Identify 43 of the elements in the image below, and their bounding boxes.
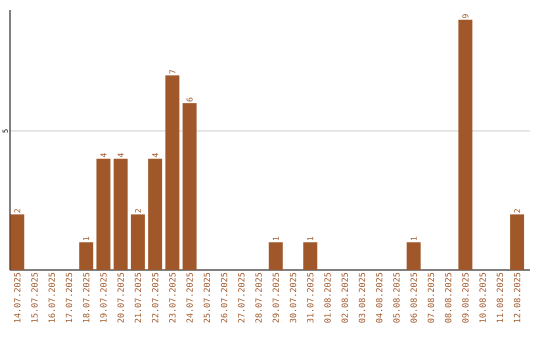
x-tick-label: 07.08.2025 (428, 272, 434, 323)
x-tick-label: 23.07.2025 (169, 272, 176, 323)
x-tick-label: 15.07.2025 (31, 272, 38, 322)
x-tick-label: 19.07.2025 (100, 272, 107, 322)
bar (406, 242, 421, 270)
x-tick-label: 24.07.2025 (186, 272, 193, 323)
bar (130, 214, 145, 270)
x-tick-label: 25.07.2025 (204, 272, 210, 323)
bar (148, 158, 162, 270)
bar (96, 158, 110, 270)
x-tick-label: 02.08.2025 (342, 272, 348, 323)
x-tick-label: 12.08.2025 (514, 272, 520, 322)
bar (268, 242, 283, 270)
x-tick-label: 17.07.2025 (66, 272, 72, 322)
x-tick-label: 05.08.2025 (393, 272, 400, 323)
x-tick-label: 09.08.2025 (462, 272, 469, 323)
x-tick-label: 30.07.2025 (290, 272, 296, 323)
x-tick-label: 28.07.2025 (255, 272, 262, 323)
x-tick-label: 27.07.2025 (238, 272, 245, 323)
x-tick-label: 29.07.2025 (272, 272, 279, 323)
x-tick-label: 14.07.2025 (14, 272, 20, 322)
bar (165, 75, 180, 270)
x-tick-label: 26.07.2025 (220, 272, 228, 323)
x-tick-label: 01.08.2025 (324, 272, 331, 323)
x-tick-label: 03.08.2025 (358, 272, 366, 323)
bar (458, 20, 472, 270)
x-tick-label: 08.08.2025 (444, 272, 452, 323)
bar (79, 242, 94, 270)
x-tick-label: 16.07.2025 (48, 272, 55, 322)
x-tick-label: 11.08.2025 (496, 272, 504, 322)
bar (114, 158, 128, 270)
x-tick-label: 20.07.2025 (117, 272, 124, 323)
x-tick-label: 06.08.2025 (410, 272, 417, 323)
x-tick-label: 31.07.2025 (307, 272, 314, 323)
x-tick-label: 10.08.2025 (479, 272, 486, 322)
bar (10, 214, 24, 270)
bar (303, 242, 318, 270)
x-tick-label: 18.07.2025 (82, 272, 90, 322)
bar (510, 214, 524, 270)
x-tick-label: 22.07.2025 (152, 272, 158, 323)
bar (182, 103, 197, 270)
x-tick-label: 21.07.2025 (134, 272, 142, 323)
x-tick-label: 04.08.2025 (376, 272, 382, 323)
